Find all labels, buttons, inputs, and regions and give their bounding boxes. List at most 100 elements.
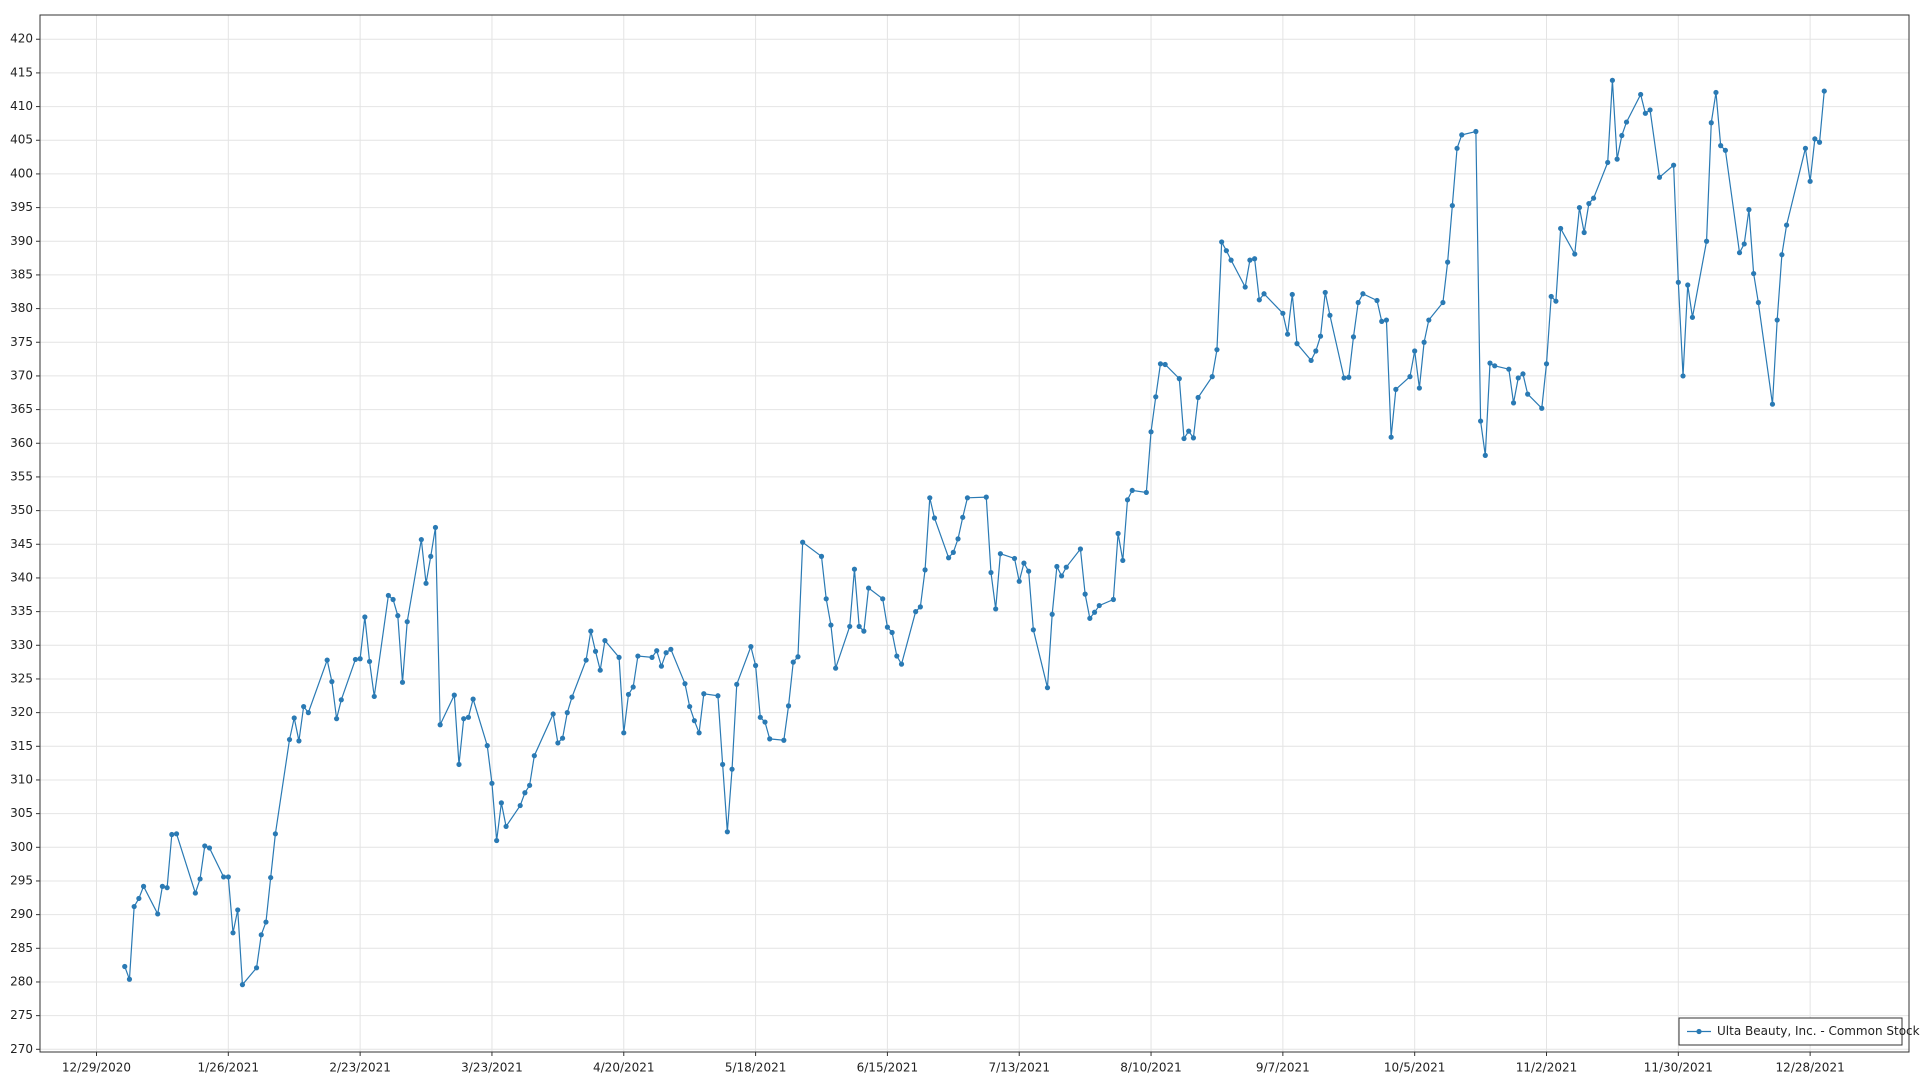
data-point (164, 885, 170, 891)
data-point (955, 536, 961, 542)
data-point (1807, 178, 1813, 184)
data-point (988, 569, 994, 576)
data-point (1619, 132, 1625, 139)
data-point (696, 730, 702, 736)
data-point (221, 874, 227, 880)
data-point (126, 976, 133, 982)
data-point (1675, 279, 1681, 285)
data-point (1242, 284, 1248, 290)
data-point (1680, 373, 1686, 379)
plot-frame (39, 14, 1910, 1053)
data-point (1186, 428, 1192, 434)
data-point (1623, 119, 1630, 125)
data-point (1157, 361, 1164, 367)
data-point (527, 782, 533, 788)
data-point (1816, 139, 1823, 145)
data-point (1322, 289, 1328, 296)
data-point (239, 982, 246, 988)
y-tick-label: 280 (10, 974, 33, 988)
data-point (1440, 299, 1446, 306)
data-point (1736, 250, 1743, 256)
data-point (1115, 530, 1121, 537)
data-point (1506, 366, 1512, 372)
data-point (1120, 557, 1126, 564)
data-point (559, 735, 566, 741)
y-tick-label: 335 (10, 604, 33, 618)
legend-swatch-marker (1696, 1028, 1702, 1035)
data-point (1087, 615, 1093, 621)
data-point (630, 684, 636, 690)
data-point (451, 692, 457, 698)
data-point (1586, 200, 1592, 207)
data-point (1722, 147, 1728, 153)
data-point (1054, 563, 1060, 570)
y-tick-label: 305 (10, 806, 33, 820)
data-point (1609, 77, 1616, 83)
data-point (418, 536, 424, 543)
data-point (564, 710, 570, 716)
data-point (230, 930, 236, 936)
data-point (1445, 259, 1451, 265)
data-point (1553, 298, 1559, 304)
data-point (1642, 110, 1648, 116)
data-point (1703, 238, 1710, 244)
data-point (1581, 229, 1587, 236)
data-point (691, 718, 697, 724)
y-tick-label: 390 (10, 234, 33, 248)
data-point (1477, 418, 1484, 424)
data-point (884, 624, 891, 630)
data-point (1473, 128, 1479, 135)
data-point (635, 653, 641, 659)
data-point (856, 623, 862, 630)
data-point (781, 737, 787, 743)
data-point (1812, 136, 1818, 142)
data-point (1284, 331, 1291, 337)
data-point (1482, 452, 1488, 458)
data-point (795, 654, 801, 660)
data-point (301, 703, 307, 710)
y-tick-label: 330 (10, 638, 33, 652)
data-point (983, 494, 989, 500)
data-point (960, 514, 966, 520)
data-point (192, 890, 198, 896)
data-point (1638, 91, 1644, 98)
data-point (522, 790, 528, 796)
data-point (371, 693, 377, 700)
data-point (1492, 363, 1498, 369)
x-tick-label: 12/28/2021 (1776, 1061, 1845, 1075)
data-point (1077, 546, 1084, 552)
x-tick-label: 10/5/2021 (1384, 1061, 1446, 1075)
data-point (1751, 270, 1757, 277)
data-point (1153, 394, 1159, 400)
data-point (484, 743, 490, 749)
data-point (785, 703, 792, 709)
y-tick-label: 395 (10, 200, 33, 214)
data-point (122, 963, 128, 970)
data-point (333, 716, 340, 722)
data-point (889, 629, 895, 636)
data-point (362, 614, 368, 620)
data-point (531, 753, 537, 759)
data-point (833, 665, 839, 671)
y-tick-label: 295 (10, 873, 33, 887)
data-point (1487, 360, 1493, 366)
y-tick-label: 320 (10, 705, 33, 719)
data-point (470, 696, 476, 702)
data-point (404, 619, 410, 625)
data-point (1426, 317, 1432, 323)
data-point (1539, 405, 1545, 411)
y-tick-label: 385 (10, 267, 33, 281)
data-point (258, 932, 264, 938)
x-tick-label: 11/2/2021 (1516, 1061, 1578, 1075)
data-point (752, 662, 759, 669)
x-tick-label: 3/23/2021 (461, 1061, 523, 1075)
data-point (1421, 339, 1427, 345)
data-point (399, 679, 406, 685)
data-point (668, 646, 674, 652)
data-point (847, 623, 853, 630)
data-point (588, 628, 594, 634)
data-point (1671, 162, 1677, 168)
data-point (296, 738, 302, 744)
x-tick-label: 12/29/2020 (62, 1061, 131, 1075)
